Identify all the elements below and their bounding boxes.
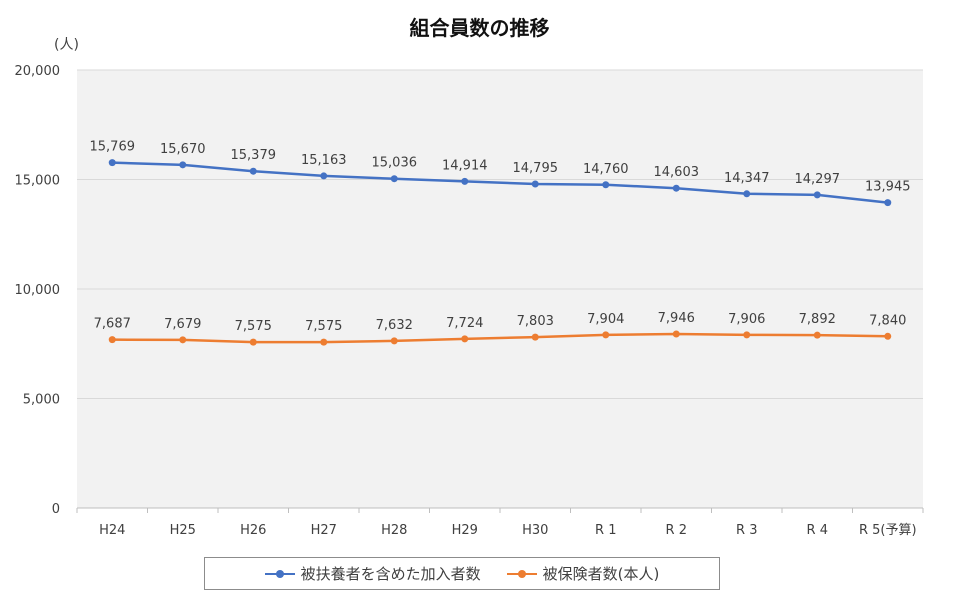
- data-label: 15,036: [372, 156, 418, 171]
- data-point: [672, 184, 680, 192]
- legend-marker-series-2: [506, 569, 537, 579]
- data-point: [390, 337, 398, 345]
- data-label: 14,603: [654, 165, 700, 180]
- legend-label-series-2: 被保険者数(本人): [542, 565, 660, 583]
- chart-legend: 被扶養者を含めた加入者数 被保険者数(本人): [204, 557, 720, 590]
- series-1: 15,769 15,670 15,379 15,163 15,036 14,914 14,7…: [90, 140, 911, 207]
- x-tick-label: H25: [170, 523, 196, 538]
- legend-label-series-1: 被扶養者を含めた加入者数: [300, 565, 481, 583]
- data-label: 14,760: [583, 162, 629, 177]
- y-axis-unit-label: (人): [54, 37, 79, 53]
- series-line: [112, 332, 888, 344]
- data-label: 14,297: [795, 172, 841, 187]
- data-label: 7,575: [235, 319, 272, 334]
- data-point: [884, 332, 892, 340]
- series-2: 7,687 7,679 7,575 7,575 7,632 7,724 7,803 7,904…: [94, 311, 906, 346]
- data-point: [108, 159, 116, 167]
- y-tick-label: 20,000: [15, 64, 61, 79]
- data-label: 7,906: [728, 312, 765, 327]
- x-tick-label: R 3: [736, 523, 757, 538]
- data-point: [531, 333, 539, 341]
- data-point: [813, 191, 821, 199]
- data-point: [672, 330, 680, 338]
- data-label: 7,724: [446, 316, 483, 331]
- data-point: [249, 167, 257, 175]
- data-label: 7,632: [376, 318, 413, 333]
- data-point: [461, 335, 469, 343]
- data-point: [531, 180, 539, 188]
- data-point: [602, 181, 610, 189]
- y-tick-label: 0: [52, 502, 60, 517]
- x-tick-label: H26: [240, 523, 266, 538]
- chart-title: 組合員数の推移: [409, 16, 550, 40]
- x-tick-label: R 4: [807, 523, 828, 538]
- series-line: [112, 161, 888, 204]
- data-point: [390, 175, 398, 183]
- data-point: [179, 161, 187, 169]
- x-tick-label: R 1: [595, 523, 616, 538]
- data-point: [884, 199, 892, 207]
- data-point: [320, 338, 328, 346]
- data-point: [179, 336, 187, 344]
- data-label: 7,687: [94, 317, 131, 332]
- data-point: [249, 338, 257, 346]
- x-tick-label: R 2: [666, 523, 687, 538]
- data-label: 7,679: [164, 317, 201, 332]
- data-label: 15,163: [301, 153, 347, 168]
- data-label: 15,379: [231, 148, 277, 163]
- data-label: 15,670: [160, 142, 206, 157]
- x-tick-label: H27: [311, 523, 337, 538]
- data-label: 13,945: [865, 180, 911, 195]
- data-point: [108, 336, 116, 344]
- data-label: 7,840: [869, 313, 906, 328]
- data-label: 15,769: [90, 140, 136, 155]
- y-tick-label: 15,000: [15, 174, 61, 189]
- data-label: 7,946: [658, 311, 695, 326]
- data-point: [813, 331, 821, 339]
- y-tick-label: 5,000: [23, 393, 60, 408]
- data-point: [743, 190, 751, 198]
- data-label: 14,347: [724, 171, 770, 186]
- legend-marker-series-1: [264, 569, 295, 579]
- legend-item-series-1: 被扶養者を含めた加入者数: [264, 563, 481, 584]
- data-point: [602, 331, 610, 339]
- x-tick-label: R 5(予算): [859, 523, 917, 538]
- data-label: 7,575: [305, 319, 342, 334]
- data-label: 7,904: [587, 312, 624, 327]
- x-tick-label: H28: [381, 523, 407, 538]
- data-point: [743, 331, 751, 339]
- line-chart: 0 5,000 10,000 15,000 20,000 H24 H25 H26 H27 H28 H…: [15, 64, 924, 538]
- y-tick-label: 10,000: [15, 283, 61, 298]
- x-tick-label: H30: [522, 523, 548, 538]
- x-tick-label: H24: [99, 523, 125, 538]
- x-tick-label: H29: [452, 523, 478, 538]
- data-label: 7,803: [517, 314, 554, 329]
- data-point: [461, 177, 469, 185]
- legend-item-series-2: 被保険者数(本人): [506, 563, 660, 584]
- data-point: [320, 172, 328, 180]
- data-label: 14,914: [442, 158, 488, 173]
- data-label: 14,795: [513, 161, 559, 176]
- data-label: 7,892: [799, 312, 836, 327]
